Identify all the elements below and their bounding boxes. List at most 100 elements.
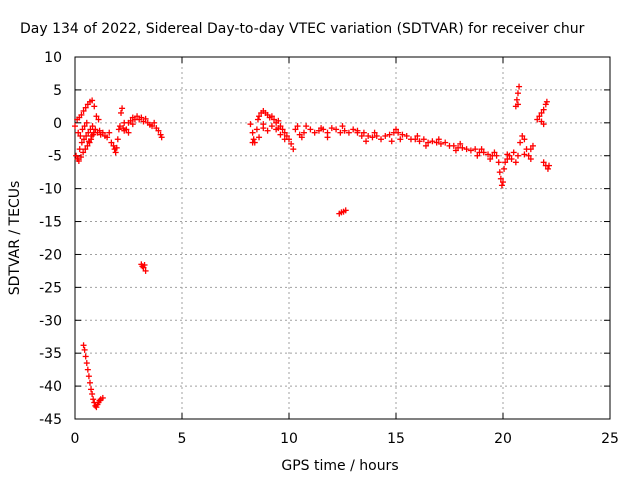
data-point [420, 136, 427, 143]
data-point [84, 366, 91, 373]
data-point [527, 146, 534, 153]
data-point [358, 132, 365, 139]
data-point [119, 105, 126, 112]
data-point [502, 159, 509, 166]
data-point [510, 149, 517, 156]
data-point [543, 98, 550, 105]
data-point [459, 144, 466, 151]
data-point [298, 134, 305, 141]
data-point [337, 129, 344, 136]
data-point [395, 129, 402, 136]
data-point [85, 373, 92, 380]
data-point [256, 113, 263, 120]
data-point [99, 129, 106, 136]
data-point [288, 140, 295, 147]
data-point [121, 127, 128, 134]
data-point [114, 136, 121, 143]
data-point [158, 134, 165, 141]
data-point [324, 134, 331, 141]
data-point [360, 129, 367, 136]
data-point [275, 125, 282, 132]
data-point [75, 157, 82, 164]
data-point [108, 139, 115, 146]
data-point [508, 156, 515, 163]
data-point [95, 116, 102, 123]
y-tick-label: -5 [48, 149, 62, 165]
data-point [491, 149, 498, 156]
data-point [452, 147, 459, 154]
data-point [422, 142, 429, 149]
data-point [78, 139, 85, 146]
data-point [118, 109, 125, 116]
data-point [260, 121, 267, 128]
y-axis-label: SDTVAR / TECUs [7, 181, 23, 296]
data-point [249, 129, 256, 136]
x-tick-label: 0 [71, 431, 80, 447]
data-point [300, 129, 307, 136]
data-point [504, 151, 511, 158]
data-point [339, 123, 346, 130]
data-point [275, 117, 282, 124]
data-point [463, 146, 470, 153]
data-point [363, 138, 370, 145]
y-tick-label: -45 [39, 412, 62, 428]
data-point [90, 396, 97, 403]
data-point [529, 142, 536, 149]
data-point [92, 126, 99, 133]
data-point [80, 136, 87, 143]
y-tick-label: -40 [39, 379, 62, 395]
data-point [86, 139, 93, 146]
data-point [416, 138, 423, 145]
data-point [487, 156, 494, 163]
data-point [403, 132, 410, 139]
data-point [514, 101, 521, 108]
data-point [142, 115, 149, 122]
data-point [72, 123, 78, 130]
data-point [78, 111, 85, 118]
data-point [373, 132, 380, 139]
data-point [292, 126, 299, 133]
x-axis-label: GPS time / hours [281, 458, 398, 474]
data-point [540, 106, 547, 113]
data-point [104, 134, 111, 141]
data-point [277, 131, 284, 138]
data-point [514, 152, 521, 159]
data-point [478, 146, 485, 153]
data-point [81, 346, 88, 353]
data-point [253, 126, 260, 133]
data-point [86, 379, 93, 386]
data-point [138, 114, 145, 121]
data-point [342, 207, 349, 214]
data-point [116, 123, 123, 130]
data-point [249, 139, 256, 146]
data-point [294, 123, 301, 130]
data-point [80, 107, 87, 114]
y-tick-label: 5 [53, 83, 62, 99]
data-point [328, 125, 335, 132]
y-tick-label: -10 [39, 182, 62, 198]
data-point [521, 136, 528, 143]
data-point [527, 156, 534, 163]
data-point [540, 159, 547, 166]
data-point [393, 126, 399, 133]
data-point [500, 179, 506, 186]
data-point [513, 96, 520, 103]
plot-border [74, 56, 611, 420]
data-point [498, 182, 505, 189]
data-point [141, 261, 148, 268]
y-tick-label: -25 [39, 280, 62, 296]
data-point [517, 139, 524, 146]
data-point [83, 132, 90, 139]
data-point [88, 386, 95, 393]
data-point [311, 129, 318, 136]
data-point [485, 151, 492, 158]
data-point [467, 147, 474, 154]
data-point [333, 126, 340, 133]
data-point [341, 127, 348, 134]
x-tick-label: 15 [387, 431, 405, 447]
data-point [472, 146, 479, 153]
data-point [369, 134, 376, 141]
data-point [149, 123, 156, 130]
x-tick-label: 10 [280, 431, 298, 447]
